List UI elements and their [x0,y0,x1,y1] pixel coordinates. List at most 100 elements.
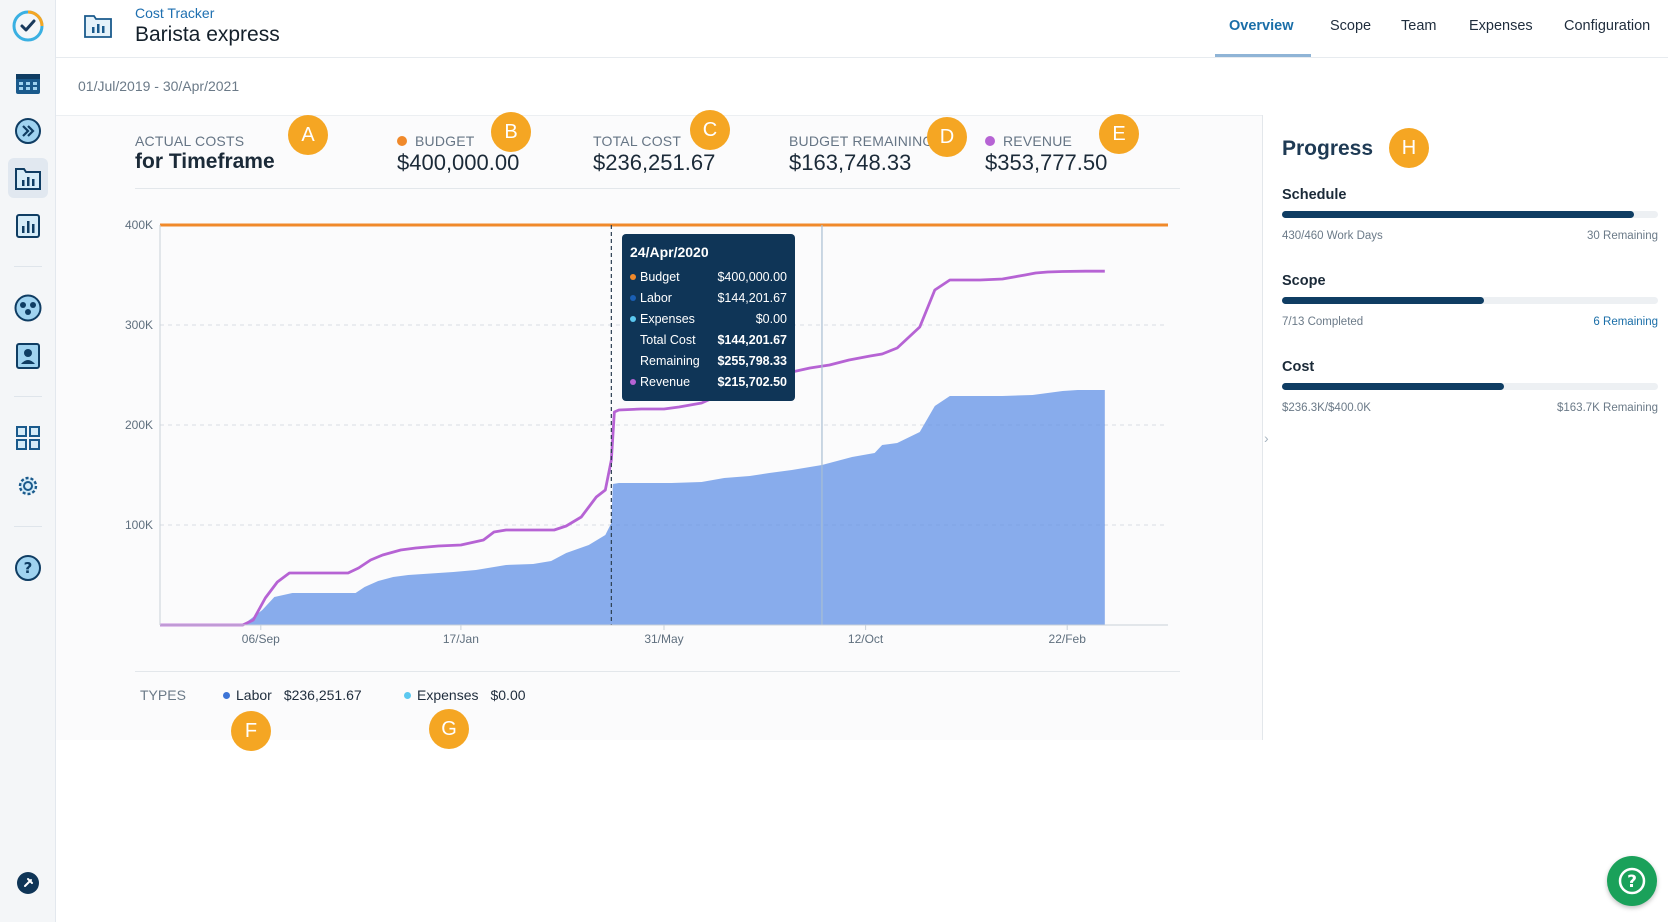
actual-costs-timeframe: for Timeframe [135,150,275,173]
y-tick-label: 100K [125,518,153,532]
grid-icon[interactable] [8,418,48,458]
budget-remaining-label: BUDGET REMAINING [789,133,934,149]
types-divider [135,671,1180,672]
budget-label: BUDGET [397,133,475,149]
x-tick-label: 22/Feb [1049,632,1087,646]
x-tick-label: 06/Sep [242,632,280,646]
cost-progress-fill [1282,383,1505,390]
fast-forward-icon[interactable] [8,111,48,151]
legend-expenses[interactable]: Expenses $0.00 [404,687,526,703]
chart-lines [160,223,1168,627]
tooltip-dot [630,315,636,322]
contact-icon[interactable] [8,336,48,376]
annotation-marker-f: F [231,711,271,751]
tab-team[interactable]: Team [1401,18,1437,34]
series-line-revenue [160,269,1105,627]
legend-expenses-value: $0.00 [490,687,526,703]
top-header: Cost Tracker Barista express Overview Sc… [56,0,1668,58]
x-tick-label: 31/May [644,632,683,646]
scope-progress-bar [1282,297,1658,304]
budget-dot [397,136,407,146]
rail-separator [14,526,42,527]
tooltip-row: Revenue $215,702.50 [630,371,787,392]
legend-labor[interactable]: Labor $236,251.67 [223,687,362,703]
tab-scope[interactable]: Scope [1330,18,1372,34]
annotation-marker-d: D [927,117,967,157]
tooltip-row-label: Budget [630,270,680,284]
budget-remaining-value: $163,748.33 [789,150,912,175]
tooltip-row-label: Revenue [630,375,690,389]
revenue-dot [985,136,995,146]
page-title: Barista express [135,23,280,46]
chevron-right-icon[interactable]: › [1264,430,1269,446]
x-tick-label: 12/Oct [848,632,884,646]
help-icon: ? [1618,867,1646,895]
schedule-progress-fill [1282,211,1634,218]
rail-separator [14,266,42,267]
cost-detail: $236.3K/$400.0K [1282,402,1371,414]
tooltip-date: 24/Apr/2020 [630,244,709,260]
y-tick-label: 400K [125,218,153,232]
annotation-marker-g: G [429,709,469,749]
help-chat-button[interactable]: ? [1607,856,1657,906]
calendar-icon[interactable] [8,63,48,103]
tooltip-dot [630,337,636,343]
svg-text:?: ? [24,559,33,577]
logo-icon[interactable] [8,6,48,46]
revenue-label: REVENUE [985,133,1072,149]
left-nav-rail: ? [0,0,56,922]
cost-progress-bar [1282,383,1658,390]
tooltip-dot [630,273,636,280]
tooltip-row-value: $255,798.33 [717,353,787,368]
tooltip-dot [630,294,636,301]
labor-dot [223,692,230,699]
panel-divider [1262,115,1263,740]
tooltip-row-label: Labor [630,291,672,305]
rail-separator [14,396,42,397]
tooltip-row-label-text: Remaining [640,353,700,368]
schedule-detail: 430/460 Work Days [1282,230,1383,242]
tooltip-row-label: Remaining [630,354,700,368]
svg-text:?: ? [1627,872,1637,892]
scope-remaining-link[interactable]: 6 Remaining [1593,316,1658,328]
tooltip-row: Expenses $0.00 [630,308,787,329]
tooltip-dot [630,358,636,364]
team-icon[interactable] [8,288,48,328]
gear-icon[interactable] [8,466,48,506]
tooltip-row-value: $144,201.67 [717,290,787,305]
tab-configuration[interactable]: Configuration [1564,18,1651,34]
budget-label-text: BUDGET [415,133,475,149]
tooltip-row-label-text: Revenue [640,374,691,389]
help-icon[interactable]: ? [8,548,48,588]
folder-chart-icon[interactable] [8,158,48,198]
series-area-labor [160,390,1105,625]
actual-costs-label: ACTUAL COSTS [135,133,245,149]
tab-overview[interactable]: Overview [1229,18,1294,34]
date-range[interactable]: 01/Jul/2019 - 30/Apr/2021 [78,78,240,94]
chart-tooltip: 24/Apr/2020 Budget $400,000.00 Labor $144,2… [622,234,795,401]
folder-chart-icon [84,14,112,43]
tooltip-row-label: Expenses [630,312,695,326]
annotation-marker-a: A [288,115,328,155]
tab-expenses[interactable]: Expenses [1469,18,1533,34]
tooltip-row-value: $400,000.00 [717,269,787,284]
tooltip-row-label-text: Total Cost [640,332,696,347]
total-cost-label: TOTAL COST [593,133,682,149]
tooltip-row: Total Cost $144,201.67 [630,329,787,350]
schedule-remaining: 30 Remaining [1587,230,1658,242]
schedule-progress-bar [1282,211,1658,218]
app-name-link[interactable]: Cost Tracker [135,5,215,21]
tooltip-row-value: $0.00 [755,311,787,326]
tooltip-row-label-text: Expenses [640,311,695,326]
cost-label: Cost [1282,359,1315,375]
tooltip-row-label-text: Budget [640,269,680,284]
pin-icon[interactable] [8,863,48,903]
bar-chart-icon[interactable] [8,206,48,246]
tooltip-row: Budget $400,000.00 [630,266,787,287]
legend-labor-name: Labor [236,687,272,703]
y-tick-label: 200K [125,418,153,432]
annotation-marker-c: C [690,110,730,150]
progress-title: Progress [1282,137,1374,160]
tooltip-row-label: Total Cost [630,333,696,347]
